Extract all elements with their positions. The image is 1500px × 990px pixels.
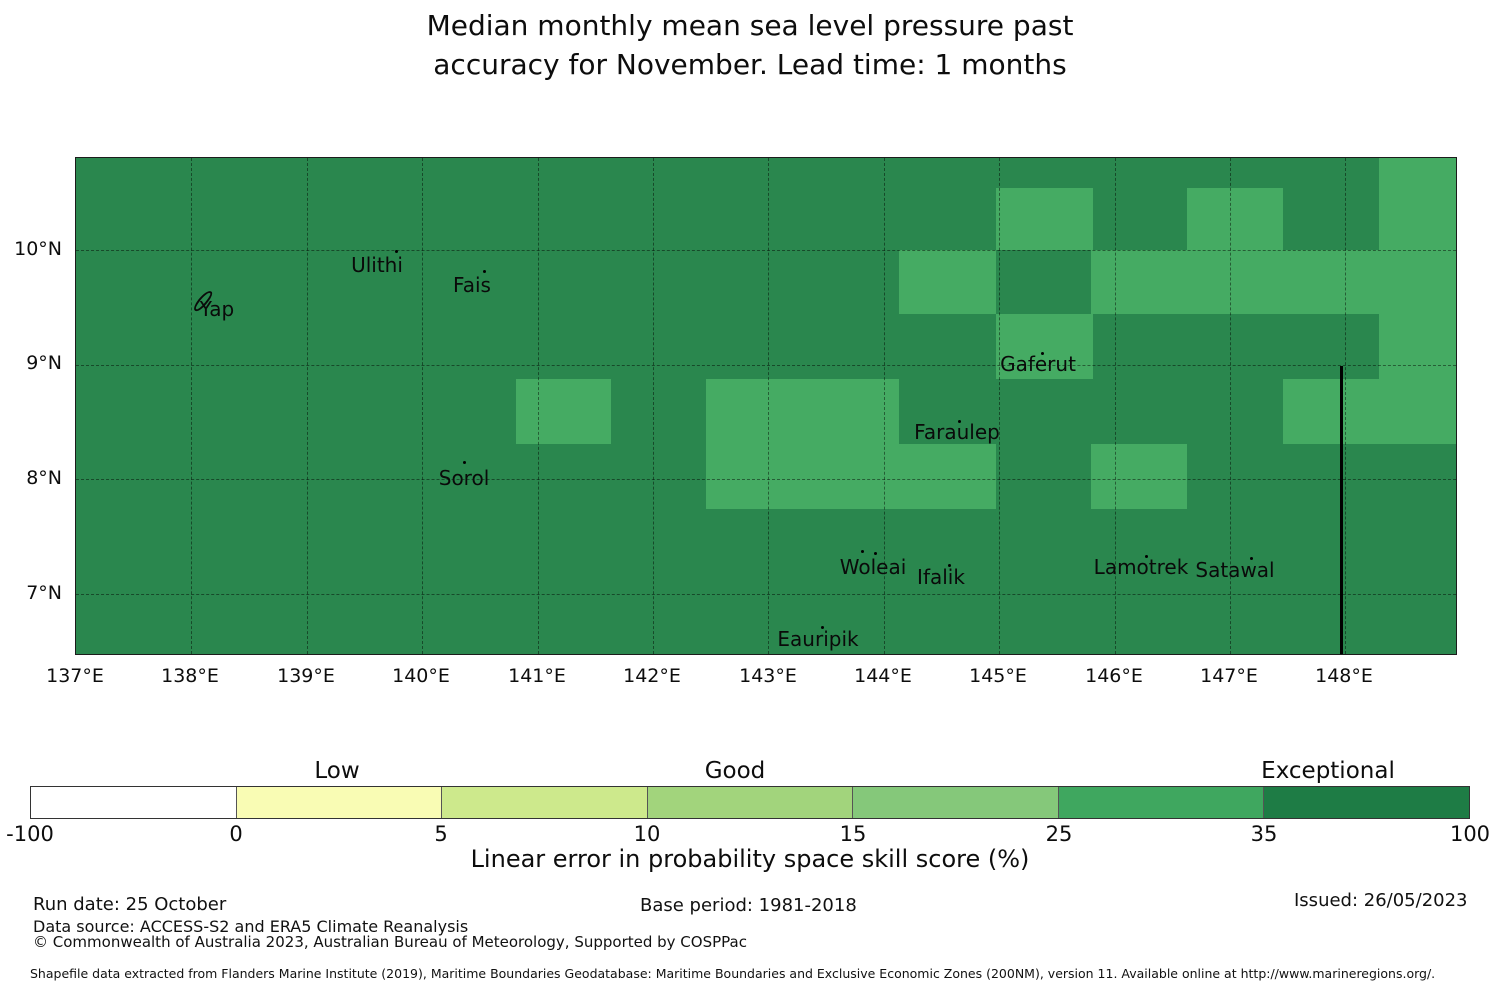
island-marker-dot <box>958 420 961 423</box>
island-marker-dot <box>483 270 486 273</box>
gridline-vertical <box>768 158 770 654</box>
x-tick-label: 140°E <box>392 665 450 687</box>
eez-boundary-line <box>1340 366 1343 654</box>
island-label: Eauripik <box>777 627 859 651</box>
x-tick-label: 143°E <box>739 665 797 687</box>
island-label: Woleai <box>839 555 907 579</box>
colorbar-segment <box>647 787 854 818</box>
x-tick-label: 146°E <box>1085 665 1143 687</box>
island-label: Sorol <box>438 466 490 490</box>
island-marker-dot <box>874 552 877 555</box>
island-marker-dot <box>395 250 398 253</box>
y-tick-label: 9°N <box>26 352 62 374</box>
x-tick-label: 145°E <box>969 665 1027 687</box>
map-cell <box>996 188 1093 250</box>
gridline-vertical <box>1345 158 1347 654</box>
y-tick-label: 8°N <box>26 467 62 489</box>
gridline-vertical <box>883 158 885 654</box>
colorbar-tick-label: -100 <box>6 822 54 846</box>
colorbar-segment <box>1058 787 1265 818</box>
y-tick-label: 7°N <box>26 582 62 604</box>
map-cell <box>1379 158 1456 250</box>
map-cell <box>1091 444 1187 509</box>
gridline-vertical <box>999 158 1001 654</box>
island-label: Fais <box>453 273 491 297</box>
colorbar-segment <box>31 787 237 818</box>
colorbar-segment <box>236 787 443 818</box>
colorbar-tick-label: 5 <box>434 822 448 846</box>
gridline-horizontal <box>76 250 1456 251</box>
x-tick-label: 139°E <box>277 665 335 687</box>
island-marker-dot <box>1041 352 1044 355</box>
colorbar-segment <box>1264 787 1470 818</box>
map-cell <box>516 379 611 444</box>
run-date-text: Run date: 25 October <box>33 894 227 915</box>
colorbar-tick-label: 10 <box>633 822 661 846</box>
colorbar-segment <box>853 787 1059 818</box>
gridline-vertical <box>537 158 539 654</box>
gridline-vertical <box>191 158 193 654</box>
colorbar-category-label: Good <box>704 758 766 784</box>
chart-title: Median monthly mean sea level pressure p… <box>426 9 1074 82</box>
colorbar-tick-label: 0 <box>229 822 243 846</box>
island-marker-dot <box>861 550 864 553</box>
island-marker-dot <box>948 564 951 567</box>
island-marker-dot <box>463 461 466 464</box>
colorbar <box>30 786 1470 819</box>
x-tick-label: 144°E <box>854 665 912 687</box>
map-cell <box>996 314 1093 379</box>
copyright-text: © Commonwealth of Australia 2023, Austra… <box>33 933 747 951</box>
island-label: Gaferut <box>1000 352 1076 376</box>
x-tick-label: 142°E <box>623 665 681 687</box>
gridline-horizontal <box>76 479 1456 480</box>
island-label: Ulithi <box>351 253 403 277</box>
colorbar-segment <box>442 787 648 818</box>
map-cell <box>1379 314 1456 379</box>
gridline-vertical <box>422 158 424 654</box>
colorbar-tick-label: 100 <box>1449 822 1491 846</box>
x-tick-label: 137°E <box>46 665 104 687</box>
gridline-horizontal <box>76 364 1456 366</box>
shapefile-attribution-text: Shapefile data extracted from Flanders M… <box>30 966 1436 981</box>
map-plot-area: Yap Ulithi Fais Sorol Gaferut Faraulep Woleai I… <box>75 157 1457 655</box>
map-cell <box>706 444 996 509</box>
map-cell <box>1091 250 1456 314</box>
island-marker-dot <box>1250 557 1253 560</box>
map-cell <box>706 379 899 444</box>
gridline-vertical <box>1114 158 1116 654</box>
colorbar-tick-label: 15 <box>839 822 867 846</box>
x-tick-label: 147°E <box>1200 665 1258 687</box>
gridline-horizontal <box>76 593 1456 595</box>
gridline-vertical <box>306 158 308 654</box>
colorbar-category-label: Exceptional <box>1261 758 1395 784</box>
island-marker-dot <box>1145 555 1148 558</box>
gridline-vertical <box>1229 158 1231 654</box>
colorbar-axis-label: Linear error in probability space skill … <box>470 845 1030 873</box>
y-tick-label: 10°N <box>14 238 62 260</box>
x-tick-label: 148°E <box>1315 665 1373 687</box>
map-cell <box>1187 188 1283 250</box>
island-label: Ifalik <box>917 565 965 589</box>
colorbar-tick-label: 25 <box>1045 822 1073 846</box>
data-source-text: Data source: ACCESS-S2 and ERA5 Climate … <box>33 917 469 936</box>
colorbar-tick-label: 35 <box>1250 822 1278 846</box>
island-label: Faraulep <box>914 420 1000 444</box>
island-label: Lamotrek <box>1093 555 1189 579</box>
gridline-vertical <box>652 158 654 654</box>
base-period-text: Base period: 1981-2018 <box>640 895 857 916</box>
island-marker-dot <box>821 626 824 629</box>
issued-date-text: Issued: 26/05/2023 <box>1294 890 1468 911</box>
island-label: Yap <box>199 297 235 321</box>
map-cell <box>899 250 996 314</box>
x-tick-label: 138°E <box>161 665 219 687</box>
colorbar-category-label: Low <box>314 758 360 784</box>
x-tick-label: 141°E <box>508 665 566 687</box>
map-cell <box>1283 379 1456 444</box>
island-label: Satawal <box>1195 558 1275 582</box>
